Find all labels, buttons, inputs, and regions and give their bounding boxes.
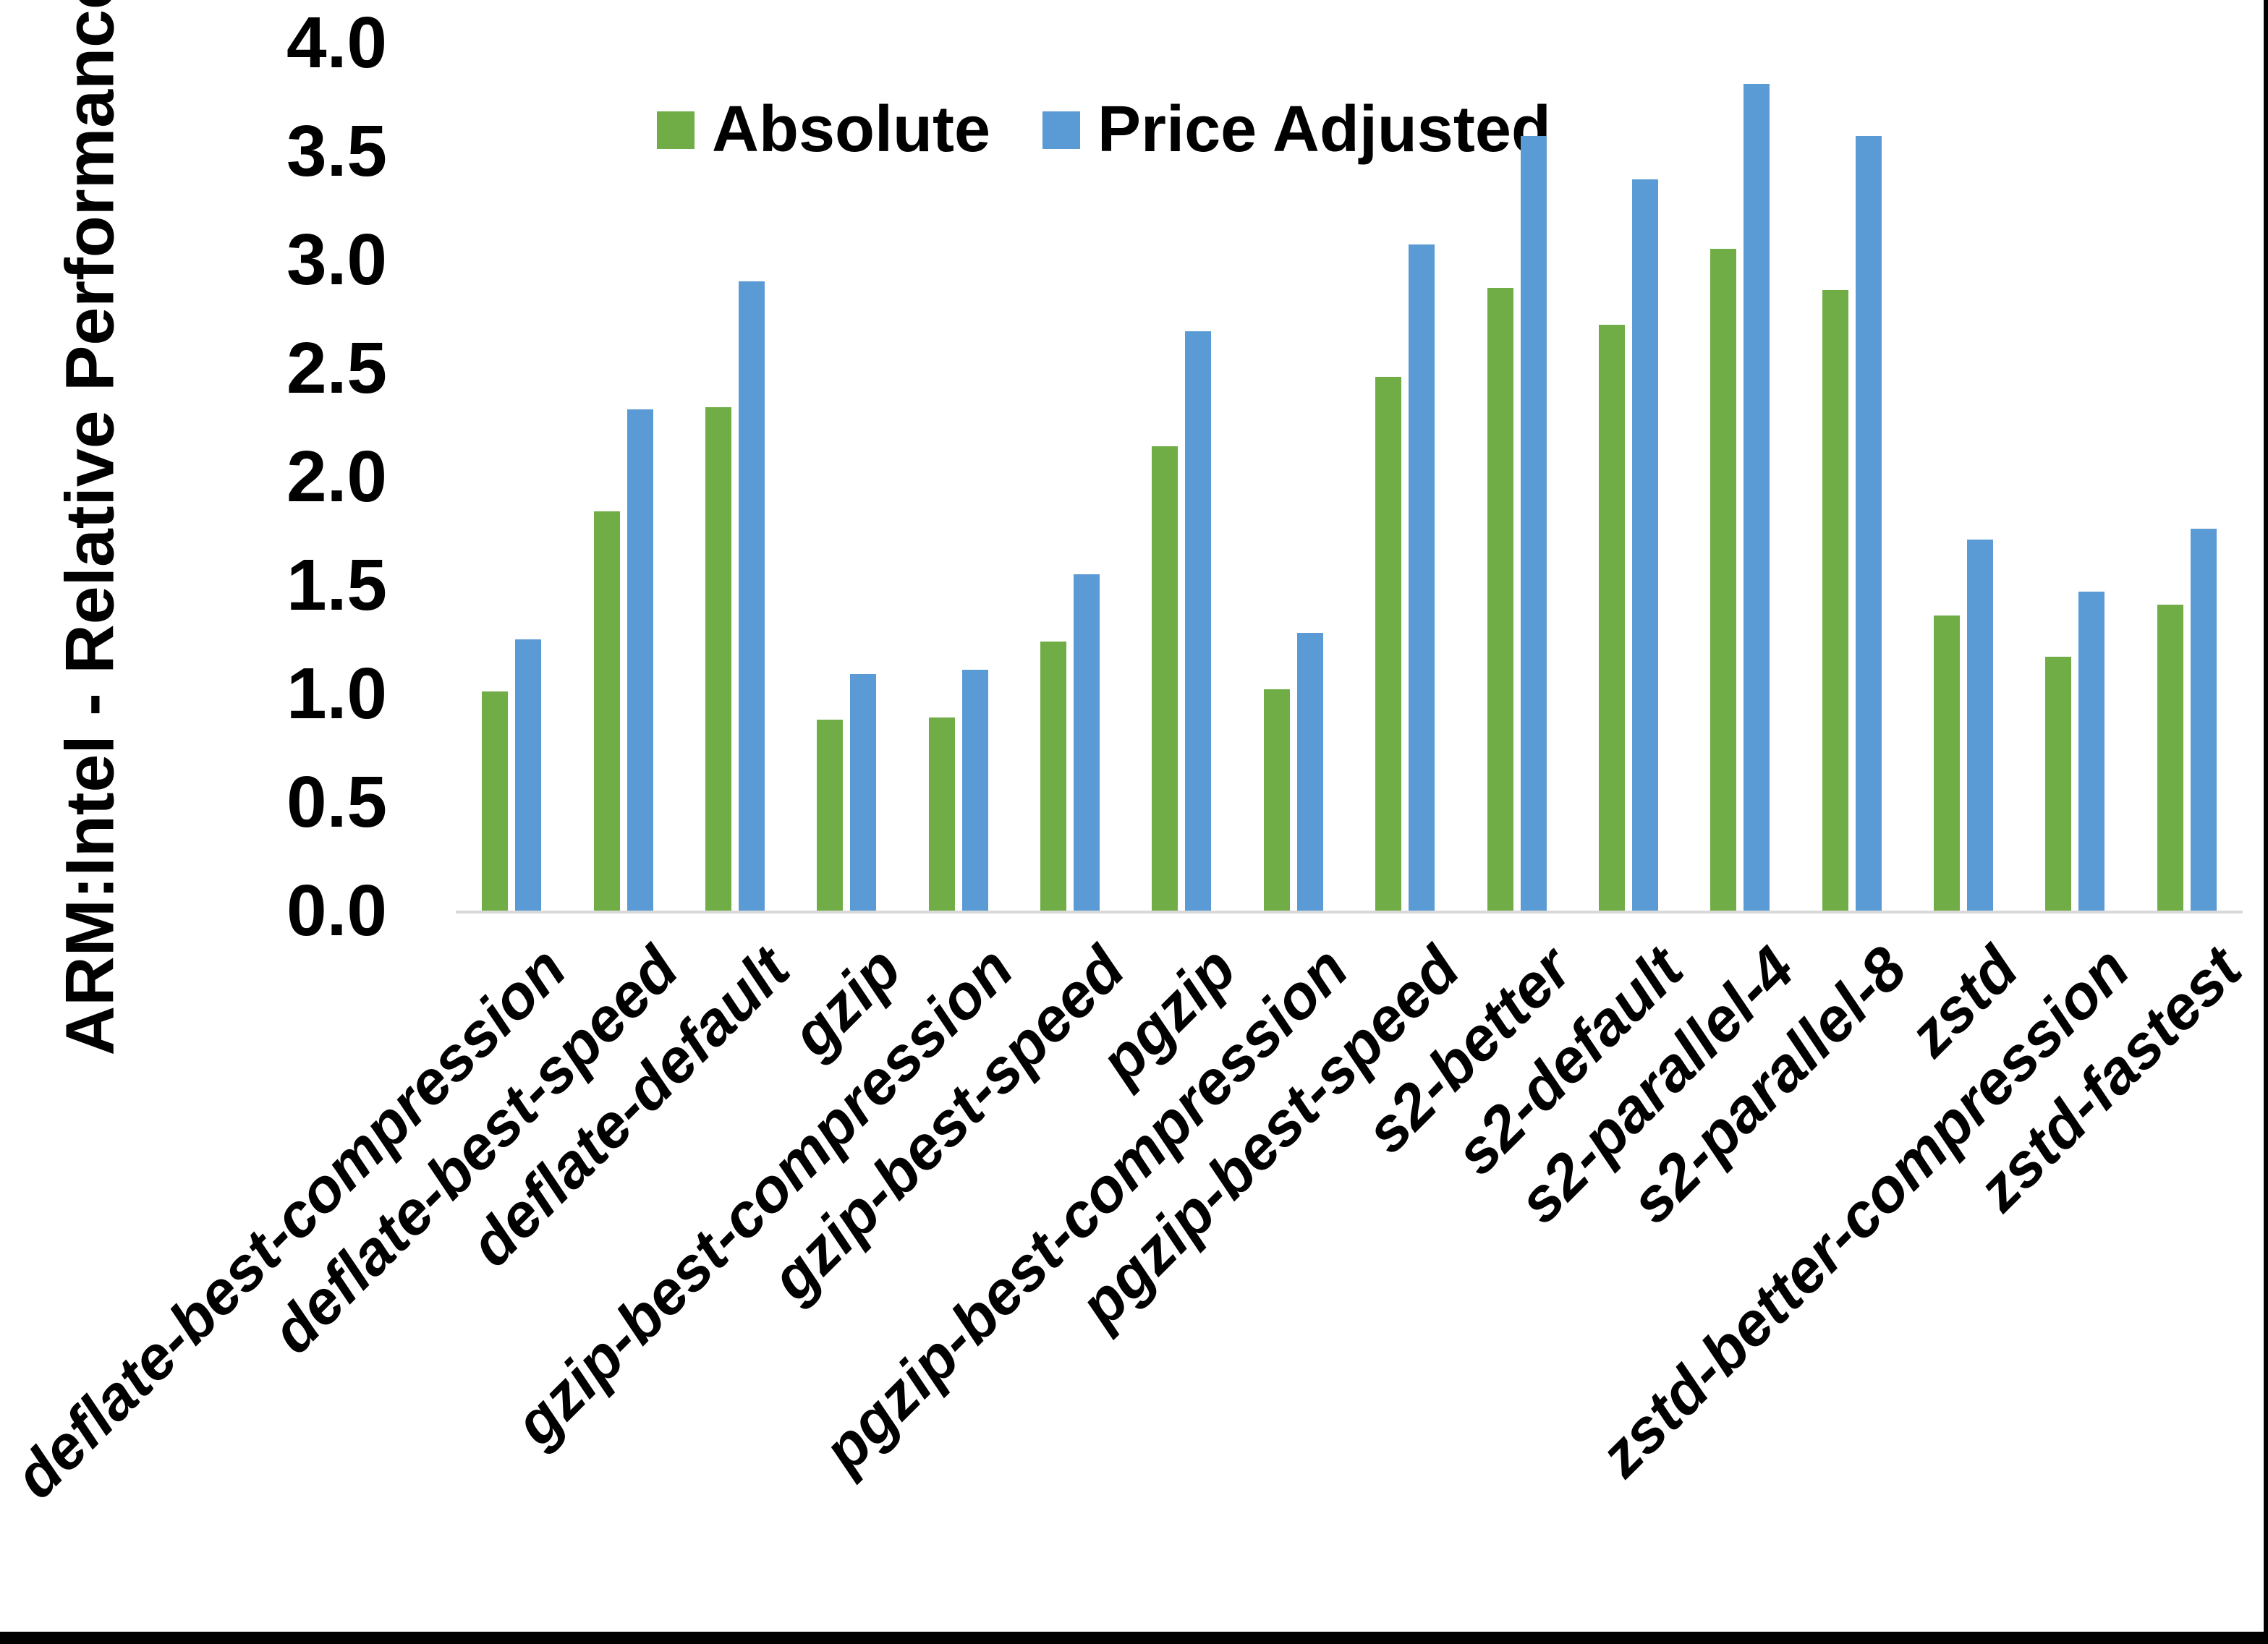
bar-price-adjusted-s2-default <box>1631 179 1658 911</box>
bar-price-adjusted-deflate-default <box>738 281 765 911</box>
y-tick-label: 2.0 <box>286 436 387 517</box>
bar-group-zstd-better-compression <box>2019 43 2131 911</box>
bar-group-deflate-best-compression <box>456 43 567 911</box>
bar-absolute-pgzip <box>1152 446 1178 911</box>
plot-area <box>456 43 2243 913</box>
legend: Absolute Price Adjusted <box>657 93 1551 167</box>
bar-price-adjusted-pgzip <box>1185 331 1212 911</box>
bar-absolute-gzip <box>817 720 844 911</box>
bar-group-s2-better <box>1461 43 1572 911</box>
bar-group-pgzip-best-compression <box>1238 43 1349 911</box>
bar-absolute-deflate-best-speed <box>593 511 620 911</box>
bar-absolute-pgzip-best-speed <box>1375 377 1402 911</box>
bar-absolute-zstd <box>1934 616 1961 911</box>
y-tick-label: 1.0 <box>286 653 387 734</box>
legend-label-absolute: Absolute <box>712 93 991 166</box>
y-axis-title: ARM:Intel - Relative Performance <box>51 0 129 1056</box>
bar-absolute-pgzip-best-compression <box>1263 689 1290 911</box>
bar-group-gzip <box>791 43 902 911</box>
bar-group-pgzip-best-speed <box>1349 43 1461 911</box>
bar-price-adjusted-s2-parallel-8 <box>1855 136 1882 911</box>
bar-absolute-zstd-fastest <box>2157 605 2183 911</box>
bar-absolute-deflate-default <box>705 407 731 911</box>
bar-absolute-s2-parallel-8 <box>1822 290 1848 911</box>
bar-group-gzip-best-compression <box>903 43 1014 911</box>
bar-group-s2-default <box>1573 43 1684 911</box>
bar-group-pgzip <box>1126 43 1237 911</box>
legend-item-price-adjusted: Price Adjusted <box>1042 93 1551 167</box>
legend-swatch-price-adjusted <box>1042 111 1081 149</box>
bar-price-adjusted-gzip-best-speed <box>1074 574 1100 911</box>
bar-price-adjusted-s2-better <box>1520 136 1547 911</box>
bar-price-adjusted-zstd-better-compression <box>2078 592 2105 911</box>
bar-price-adjusted-zstd <box>1967 540 1994 911</box>
bar-price-adjusted-gzip-best-compression <box>961 670 988 911</box>
bar-group-zstd <box>1908 43 2019 911</box>
image-bottom-border <box>0 1632 2268 1644</box>
bar-absolute-gzip-best-speed <box>1040 642 1067 911</box>
bar-price-adjusted-zstd-fastest <box>2190 529 2217 911</box>
bar-price-adjusted-s2-parallel-4 <box>1744 84 1770 911</box>
y-tick-label: 4.0 <box>286 2 387 83</box>
legend-label-price-adjusted: Price Adjusted <box>1097 93 1551 166</box>
bar-absolute-zstd-better-compression <box>2045 657 2072 911</box>
bar-absolute-deflate-best-compression <box>482 691 509 911</box>
bar-price-adjusted-deflate-best-compression <box>515 639 542 911</box>
legend-item-absolute: Absolute <box>657 93 990 167</box>
bar-group-deflate-best-speed <box>567 43 679 911</box>
y-tick-label: 1.5 <box>286 545 387 626</box>
bar-price-adjusted-deflate-best-speed <box>627 409 653 911</box>
bar-group-gzip-best-speed <box>1014 43 1126 911</box>
bar-absolute-s2-better <box>1487 288 1513 911</box>
y-tick-label: 2.5 <box>286 328 387 409</box>
y-tick-label: 0.0 <box>286 870 387 951</box>
bar-absolute-s2-default <box>1598 325 1625 911</box>
bar-group-deflate-default <box>679 43 791 911</box>
bar-price-adjusted-pgzip-best-compression <box>1296 633 1323 911</box>
y-tick-label: 0.5 <box>286 762 387 843</box>
bar-price-adjusted-pgzip-best-speed <box>1409 244 1435 911</box>
bar-group-s2-parallel-4 <box>1684 43 1796 911</box>
bar-group-zstd-fastest <box>2131 43 2243 911</box>
bar-group-s2-parallel-8 <box>1796 43 1908 911</box>
bar-price-adjusted-gzip <box>850 674 877 911</box>
bar-absolute-gzip-best-compression <box>928 717 955 911</box>
legend-swatch-absolute <box>657 111 695 149</box>
image-right-border <box>2264 0 2268 1644</box>
y-tick-label: 3.0 <box>286 219 387 300</box>
y-tick-label: 3.5 <box>286 111 387 192</box>
bar-absolute-s2-parallel-4 <box>1710 249 1737 911</box>
